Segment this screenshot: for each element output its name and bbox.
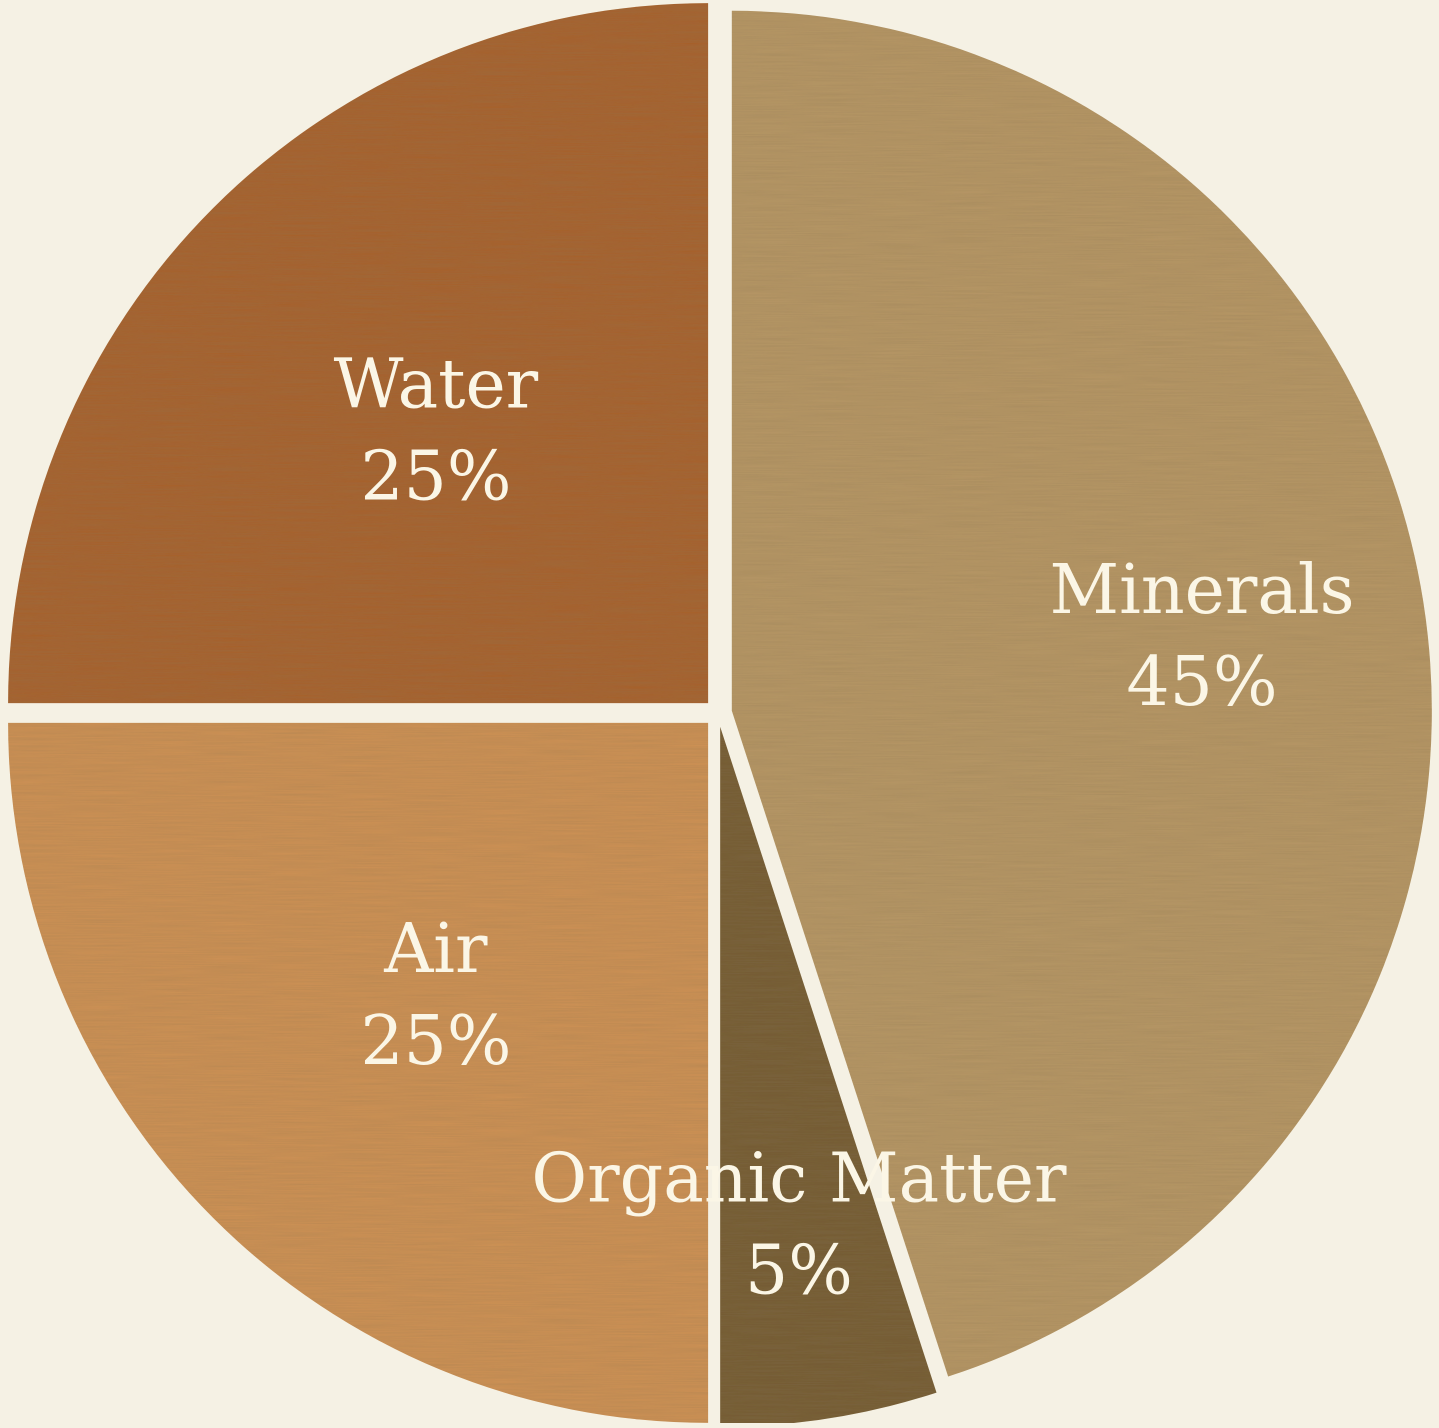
- slice-value-water: 25%: [360, 438, 511, 517]
- pie-slice-air: [8, 722, 709, 1423]
- pie-slice-water: [8, 3, 709, 704]
- pie-slice-minerals: [731, 10, 1432, 1377]
- pie-slice-organic-matter: [720, 726, 937, 1427]
- slice-label-water: Water: [334, 346, 539, 425]
- pie-labels: Minerals 45% Organic Matter 5% Air 25% Water 25…: [334, 346, 1355, 1311]
- slice-value-air: 25%: [360, 1002, 511, 1081]
- slice-label-organic-matter: Organic Matter: [531, 1139, 1067, 1218]
- slice-label-minerals: Minerals: [1049, 551, 1354, 630]
- slice-value-organic-matter: 5%: [745, 1231, 853, 1310]
- pie-slices: [8, 3, 1432, 1427]
- slice-value-minerals: 45%: [1126, 643, 1277, 722]
- slice-label-air: Air: [383, 910, 488, 989]
